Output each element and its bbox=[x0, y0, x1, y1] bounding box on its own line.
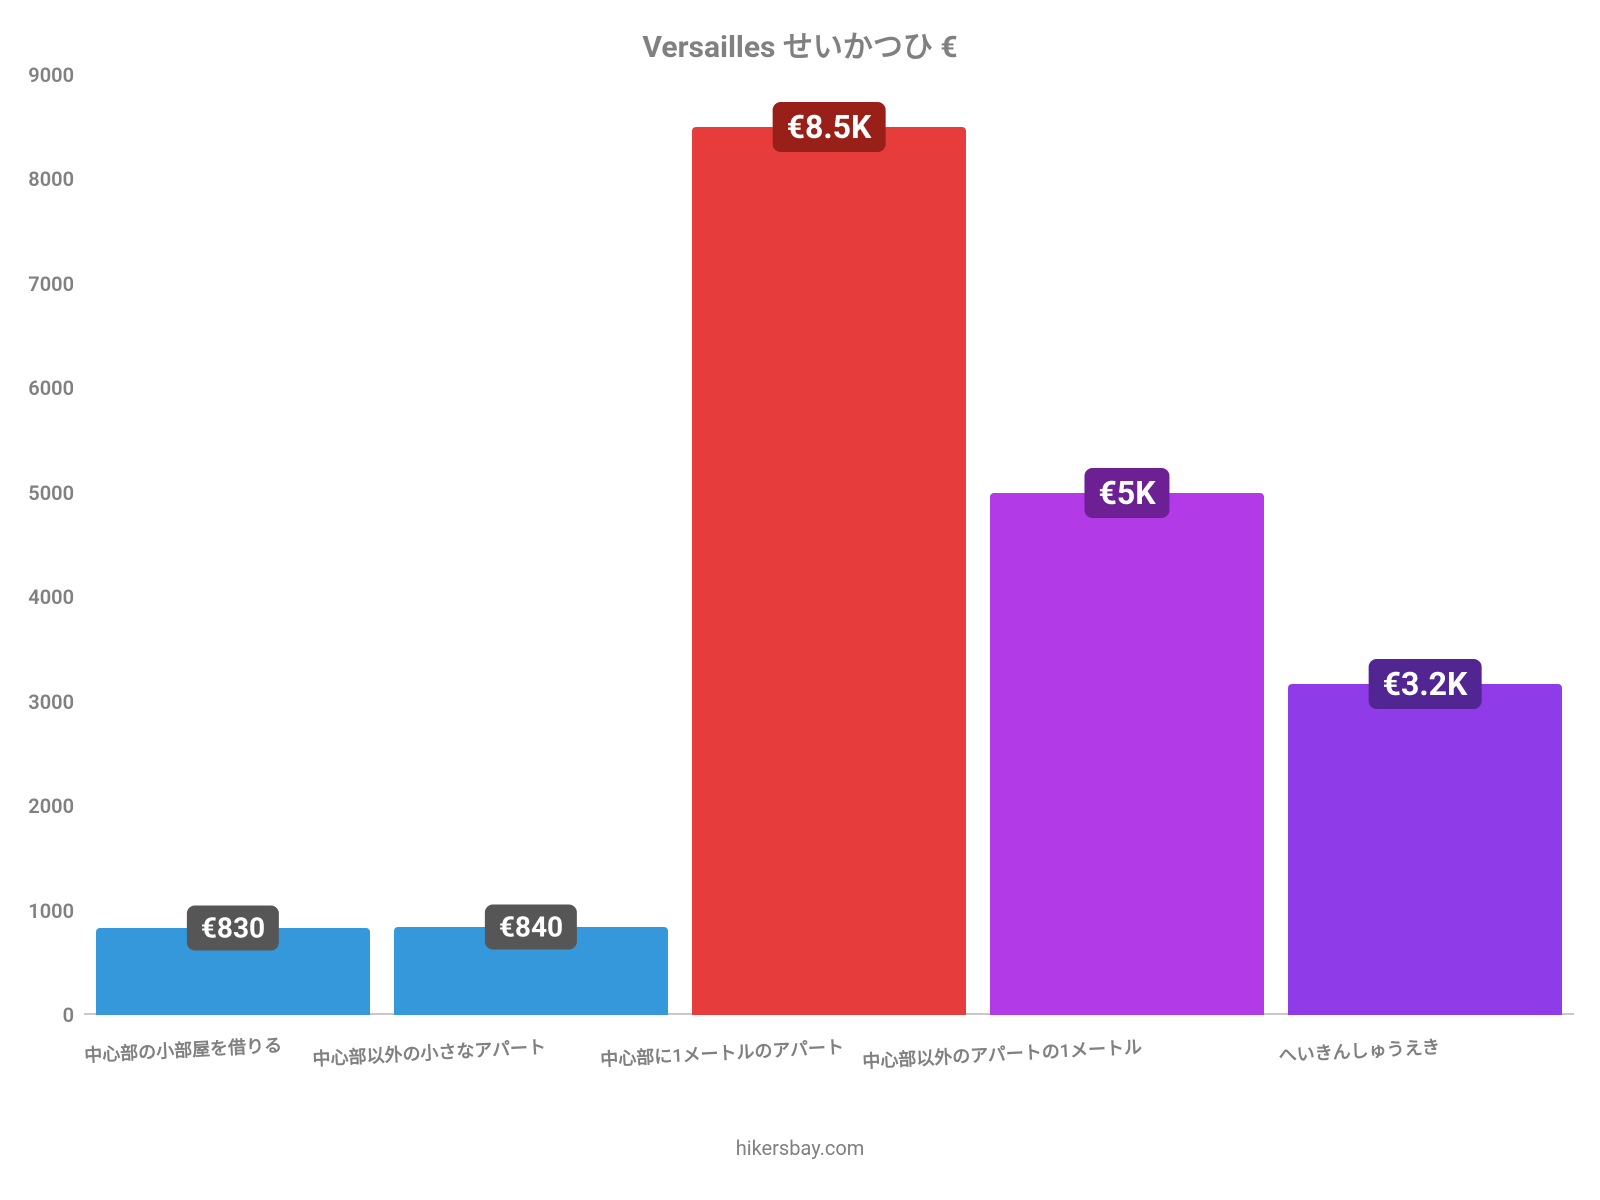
value-badge: €3.2K bbox=[1369, 659, 1482, 709]
value-badge: €830 bbox=[187, 906, 279, 951]
chart-wrapper: Versailles せいかつひ € 010002000300040005000… bbox=[0, 0, 1600, 1200]
attribution-text: hikersbay.com bbox=[0, 1136, 1600, 1160]
bar bbox=[1288, 684, 1562, 1015]
y-tick-label: 2000 bbox=[28, 794, 84, 818]
y-tick-label: 8000 bbox=[28, 167, 84, 191]
plot-area: 0100020003000400050006000700080009000€83… bbox=[84, 75, 1574, 1015]
y-tick-label: 4000 bbox=[28, 585, 84, 609]
y-tick-label: 9000 bbox=[28, 63, 84, 87]
value-badge: €5K bbox=[1084, 468, 1169, 518]
y-tick-label: 3000 bbox=[28, 690, 84, 714]
y-tick-label: 5000 bbox=[28, 481, 84, 505]
value-badge: €840 bbox=[485, 905, 577, 950]
bar bbox=[990, 493, 1264, 1015]
y-tick-label: 0 bbox=[63, 1003, 84, 1027]
chart-title: Versailles せいかつひ € bbox=[0, 22, 1600, 66]
y-tick-label: 1000 bbox=[28, 899, 84, 923]
y-tick-label: 7000 bbox=[28, 272, 84, 296]
value-badge: €8.5K bbox=[773, 102, 886, 152]
bar bbox=[692, 127, 966, 1015]
y-tick-label: 6000 bbox=[28, 376, 84, 400]
